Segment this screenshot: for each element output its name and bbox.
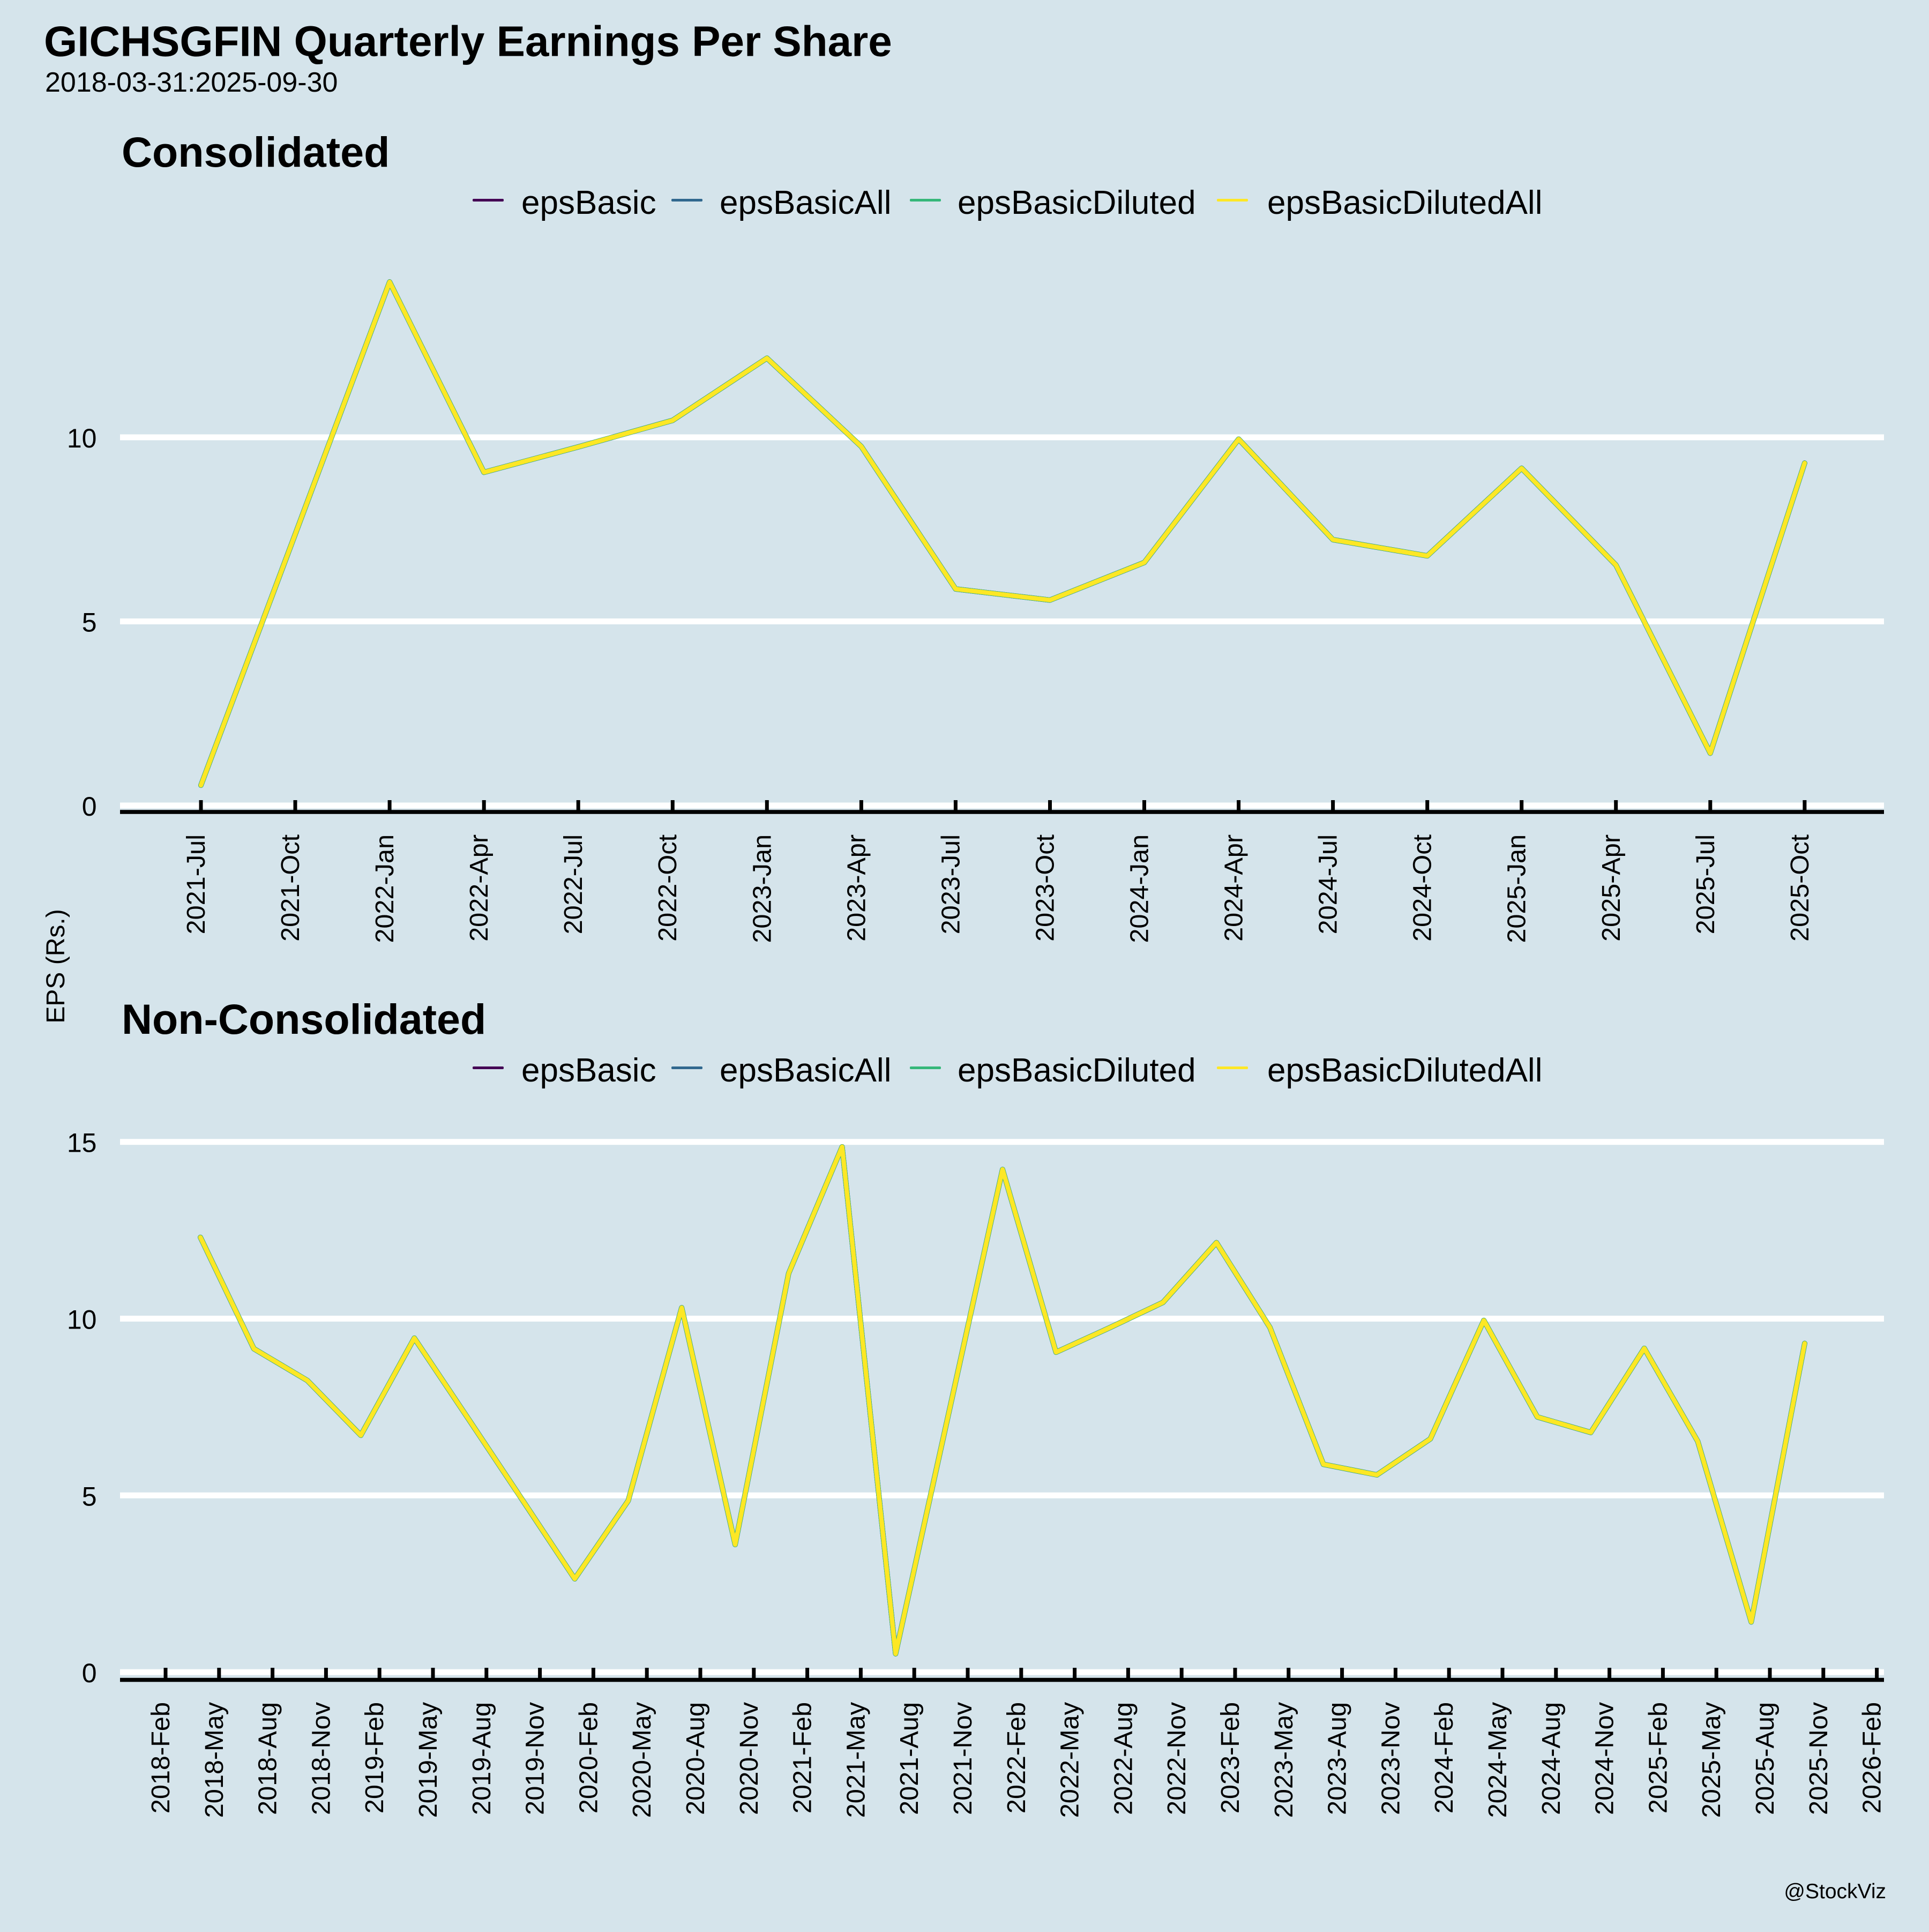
svg-text:2025-May: 2025-May xyxy=(1697,1702,1726,1818)
svg-text:2026-Feb: 2026-Feb xyxy=(1858,1702,1887,1814)
svg-text:2024-May: 2024-May xyxy=(1483,1702,1512,1818)
svg-text:epsBasicDiluted: epsBasicDiluted xyxy=(958,1052,1196,1089)
svg-text:2025-Aug: 2025-Aug xyxy=(1751,1702,1780,1815)
svg-text:2019-Aug: 2019-Aug xyxy=(467,1702,496,1815)
svg-text:2018-Nov: 2018-Nov xyxy=(306,1702,335,1815)
svg-text:2023-Aug: 2023-Aug xyxy=(1323,1702,1352,1815)
svg-text:2022-Nov: 2022-Nov xyxy=(1162,1702,1191,1815)
svg-text:2023-Feb: 2023-Feb xyxy=(1216,1702,1245,1814)
svg-text:2022-Oct: 2022-Oct xyxy=(653,834,682,942)
svg-text:2024-Feb: 2024-Feb xyxy=(1430,1702,1459,1814)
svg-text:2021-Feb: 2021-Feb xyxy=(788,1702,817,1814)
svg-text:2023-Oct: 2023-Oct xyxy=(1031,834,1060,942)
svg-text:epsBasicAll: epsBasicAll xyxy=(720,1052,891,1089)
svg-text:0: 0 xyxy=(82,792,97,822)
svg-text:epsBasicAll: epsBasicAll xyxy=(720,184,891,221)
svg-text:2023-Jan: 2023-Jan xyxy=(747,834,776,943)
svg-text:2018-Aug: 2018-Aug xyxy=(253,1702,282,1815)
svg-text:2021-Jul: 2021-Jul xyxy=(182,834,211,934)
svg-text:2022-Apr: 2022-Apr xyxy=(465,834,494,942)
svg-text:2019-Nov: 2019-Nov xyxy=(521,1702,550,1815)
svg-text:2018-03-31:2025-09-30: 2018-03-31:2025-09-30 xyxy=(45,67,338,98)
svg-text:2021-Aug: 2021-Aug xyxy=(895,1702,924,1815)
svg-text:@StockViz: @StockViz xyxy=(1784,1880,1886,1903)
svg-text:2024-Aug: 2024-Aug xyxy=(1537,1702,1566,1815)
svg-text:epsBasic: epsBasic xyxy=(521,184,656,221)
svg-text:2023-Nov: 2023-Nov xyxy=(1376,1702,1405,1815)
svg-text:2021-Oct: 2021-Oct xyxy=(276,834,305,942)
svg-text:epsBasicDiluted: epsBasicDiluted xyxy=(958,184,1196,221)
svg-text:EPS (Rs.): EPS (Rs.) xyxy=(42,909,70,1023)
svg-text:10: 10 xyxy=(67,1305,97,1335)
svg-text:0: 0 xyxy=(82,1658,97,1688)
svg-text:2024-Apr: 2024-Apr xyxy=(1220,834,1248,942)
svg-text:2023-May: 2023-May xyxy=(1269,1702,1298,1818)
svg-text:2025-Jan: 2025-Jan xyxy=(1502,834,1531,943)
svg-text:2021-Nov: 2021-Nov xyxy=(948,1702,977,1815)
svg-text:2022-May: 2022-May xyxy=(1056,1702,1085,1818)
svg-text:2023-Apr: 2023-Apr xyxy=(842,834,871,942)
svg-text:epsBasicDilutedAll: epsBasicDilutedAll xyxy=(1267,184,1542,221)
svg-text:2025-Feb: 2025-Feb xyxy=(1643,1702,1672,1814)
svg-text:2024-Jan: 2024-Jan xyxy=(1125,834,1154,943)
svg-text:15: 15 xyxy=(67,1128,97,1158)
svg-text:2024-Jul: 2024-Jul xyxy=(1314,834,1343,934)
svg-text:2025-Oct: 2025-Oct xyxy=(1785,834,1814,942)
svg-text:epsBasic: epsBasic xyxy=(521,1052,656,1089)
svg-text:2020-Aug: 2020-Aug xyxy=(681,1702,710,1815)
svg-text:2021-May: 2021-May xyxy=(841,1702,870,1818)
svg-text:2019-Feb: 2019-Feb xyxy=(360,1702,389,1814)
svg-text:5: 5 xyxy=(82,1481,97,1511)
svg-text:2025-Nov: 2025-Nov xyxy=(1804,1702,1833,1815)
svg-text:2023-Jul: 2023-Jul xyxy=(936,834,965,934)
svg-text:2020-Nov: 2020-Nov xyxy=(735,1702,764,1815)
svg-text:Consolidated: Consolidated xyxy=(122,128,390,176)
svg-text:2020-May: 2020-May xyxy=(627,1702,656,1818)
svg-text:2018-Feb: 2018-Feb xyxy=(146,1702,175,1814)
svg-text:Non-Consolidated: Non-Consolidated xyxy=(122,995,486,1043)
svg-text:10: 10 xyxy=(67,423,97,453)
svg-text:2018-May: 2018-May xyxy=(200,1702,229,1818)
svg-text:2020-Feb: 2020-Feb xyxy=(574,1702,603,1814)
svg-text:2022-Feb: 2022-Feb xyxy=(1002,1702,1031,1814)
svg-text:GICHSGFIN Quarterly Earnings P: GICHSGFIN Quarterly Earnings Per Share xyxy=(44,18,892,65)
svg-text:2024-Nov: 2024-Nov xyxy=(1590,1702,1619,1815)
svg-text:2022-Jan: 2022-Jan xyxy=(370,834,399,943)
svg-text:5: 5 xyxy=(82,608,97,638)
svg-text:epsBasicDilutedAll: epsBasicDilutedAll xyxy=(1267,1052,1542,1089)
svg-text:2019-May: 2019-May xyxy=(414,1702,443,1818)
svg-text:2022-Aug: 2022-Aug xyxy=(1109,1702,1138,1815)
svg-text:2022-Jul: 2022-Jul xyxy=(559,834,588,934)
svg-text:2025-Apr: 2025-Apr xyxy=(1597,834,1626,942)
svg-text:2024-Oct: 2024-Oct xyxy=(1408,834,1437,942)
svg-text:2025-Jul: 2025-Jul xyxy=(1691,834,1720,934)
